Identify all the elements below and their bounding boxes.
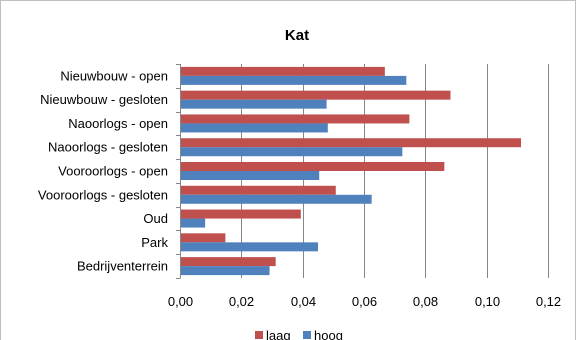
bar-laag [180, 66, 385, 76]
bar-laag [180, 90, 451, 100]
category-label: Park [141, 235, 168, 250]
x-tick-label: 0,08 [413, 294, 438, 309]
x-tick-label: 0,00 [168, 294, 193, 309]
bar-hoog [180, 147, 403, 157]
x-tick-label: 0,04 [291, 294, 316, 309]
category-label: Naoorlogs - gesloten [48, 140, 168, 155]
category-label: Nieuwbouw - open [60, 68, 168, 83]
chart-title: Kat [285, 27, 309, 44]
bar-hoog [180, 242, 318, 252]
bar-hoog [180, 194, 372, 204]
bar-laag [180, 209, 301, 219]
bar-laag [180, 185, 336, 195]
category-label: Naoorlogs - open [68, 116, 168, 131]
category-label: Oud [143, 211, 168, 226]
bar-hoog [180, 266, 270, 276]
category-label: Vooroorlogs - gesloten [38, 187, 168, 202]
bar-laag [180, 257, 276, 267]
category-label: Bedrijventerrein [77, 259, 168, 274]
bar-hoog [180, 75, 407, 85]
legend-label-laag: laag [266, 328, 291, 340]
bar-laag [180, 233, 226, 243]
bar-hoog [180, 218, 206, 228]
x-tick-label: 0,12 [536, 294, 561, 309]
x-tick-label: 0,10 [475, 294, 500, 309]
plot-area: 0,00 0,02 0,04 0,06 0,08 0,10 0,12 Nieuwbouw - … [38, 64, 561, 309]
bar-laag [180, 114, 410, 124]
bar-hoog [180, 99, 327, 109]
bar-laag [180, 138, 522, 148]
legend: laag hoog [255, 328, 343, 340]
legend-swatch-laag [255, 331, 263, 339]
x-tick-label: 0,02 [229, 294, 254, 309]
bar-hoog [180, 123, 328, 133]
legend-swatch-hoog [303, 331, 311, 339]
category-label: Nieuwbouw - gesloten [40, 92, 168, 107]
bar-hoog [180, 171, 320, 180]
x-tick-label: 0,06 [352, 294, 377, 309]
bar-laag [180, 162, 445, 171]
legend-label-hoog: hoog [314, 328, 343, 340]
category-label: Vooroorlogs - open [58, 164, 168, 179]
